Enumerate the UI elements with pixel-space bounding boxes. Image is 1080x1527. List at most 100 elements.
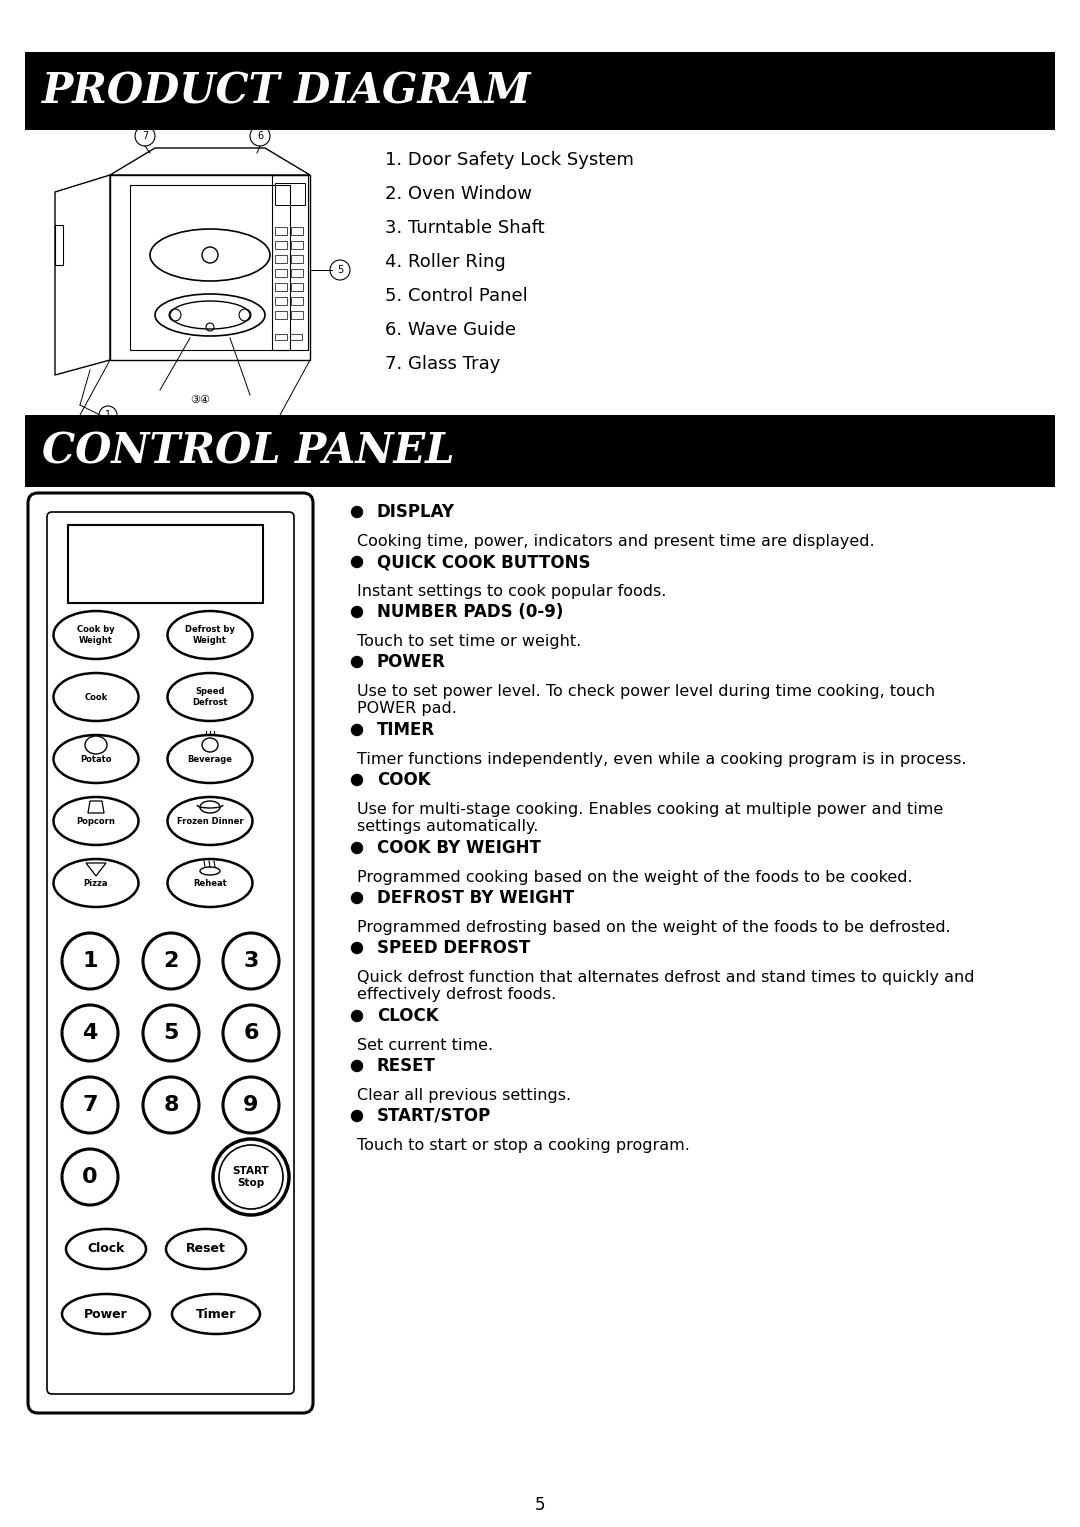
Circle shape	[351, 657, 363, 667]
Text: Popcorn: Popcorn	[77, 817, 116, 826]
Circle shape	[351, 942, 363, 953]
Bar	[272, 176, 308, 350]
Text: 8: 8	[163, 1095, 179, 1115]
Bar	[25, 52, 1055, 130]
Text: DISPLAY: DISPLAY	[377, 502, 455, 521]
Text: 5: 5	[163, 1023, 178, 1043]
Text: Clock: Clock	[87, 1243, 124, 1255]
Bar	[291, 282, 303, 292]
Ellipse shape	[66, 1229, 146, 1269]
Bar	[275, 282, 287, 292]
Text: Frozen Dinner: Frozen Dinner	[177, 817, 243, 826]
Text: 4. Roller Ring: 4. Roller Ring	[384, 253, 505, 270]
Bar	[291, 312, 303, 319]
Circle shape	[62, 1077, 118, 1133]
Text: SPEED DEFROST: SPEED DEFROST	[377, 939, 530, 957]
Text: 7: 7	[82, 1095, 98, 1115]
Bar	[275, 296, 287, 305]
Text: COOK: COOK	[377, 771, 431, 789]
Text: Touch to start or stop a cooking program.: Touch to start or stop a cooking program…	[357, 1138, 690, 1153]
Text: 4: 4	[82, 1023, 97, 1043]
Bar	[291, 296, 303, 305]
Circle shape	[351, 507, 363, 518]
Ellipse shape	[54, 673, 138, 721]
Text: 3: 3	[243, 951, 259, 971]
Text: Potato: Potato	[80, 754, 111, 764]
Text: Stop: Stop	[238, 1177, 265, 1188]
Ellipse shape	[167, 673, 253, 721]
Circle shape	[351, 1060, 363, 1072]
Bar	[275, 255, 287, 263]
Circle shape	[222, 1005, 279, 1061]
Ellipse shape	[167, 797, 253, 844]
Text: 3. Turntable Shaft: 3. Turntable Shaft	[384, 218, 544, 237]
Circle shape	[351, 724, 363, 736]
Text: POWER: POWER	[377, 654, 446, 670]
Text: TIMER: TIMER	[377, 721, 435, 739]
Ellipse shape	[172, 1293, 260, 1335]
Text: Power: Power	[84, 1307, 127, 1321]
Text: Cook: Cook	[84, 693, 108, 701]
Bar	[275, 334, 287, 341]
Bar	[55, 224, 63, 266]
Text: Cooking time, power, indicators and present time are displayed.: Cooking time, power, indicators and pres…	[357, 534, 875, 550]
Text: 2: 2	[163, 951, 178, 971]
Ellipse shape	[167, 611, 253, 660]
Circle shape	[143, 1005, 199, 1061]
Circle shape	[351, 606, 363, 617]
Text: Touch to set time or weight.: Touch to set time or weight.	[357, 634, 581, 649]
Text: DEFROST BY WEIGHT: DEFROST BY WEIGHT	[377, 889, 575, 907]
Text: 7: 7	[141, 131, 148, 140]
Text: 6: 6	[257, 131, 264, 140]
Text: Instant settings to cook popular foods.: Instant settings to cook popular foods.	[357, 583, 666, 599]
Text: 7. Glass Tray: 7. Glass Tray	[384, 354, 500, 373]
Text: Quick defrost function that alternates defrost and stand times to quickly and
ef: Quick defrost function that alternates d…	[357, 970, 974, 1002]
Bar	[291, 255, 303, 263]
Circle shape	[62, 1148, 118, 1205]
Text: Pizza: Pizza	[84, 878, 108, 887]
Ellipse shape	[85, 736, 107, 754]
Circle shape	[351, 843, 363, 854]
Text: Beverage: Beverage	[188, 754, 232, 764]
Text: CONTROL PANEL: CONTROL PANEL	[42, 431, 455, 472]
Bar	[275, 228, 287, 235]
Ellipse shape	[167, 734, 253, 783]
Text: CLOCK: CLOCK	[377, 1006, 438, 1025]
Circle shape	[351, 1011, 363, 1022]
Text: START: START	[232, 1167, 269, 1176]
Text: RESET: RESET	[377, 1057, 436, 1075]
Text: ③④: ③④	[190, 395, 210, 405]
Circle shape	[143, 933, 199, 989]
Ellipse shape	[167, 860, 253, 907]
Text: Cook by
Weight: Cook by Weight	[77, 625, 114, 644]
Bar	[291, 228, 303, 235]
Circle shape	[213, 1139, 289, 1215]
Ellipse shape	[62, 1293, 150, 1335]
Text: NUMBER PADS (0-9): NUMBER PADS (0-9)	[377, 603, 564, 621]
Circle shape	[62, 1005, 118, 1061]
Text: Programmed cooking based on the weight of the foods to be cooked.: Programmed cooking based on the weight o…	[357, 870, 913, 886]
Text: 0: 0	[82, 1167, 98, 1186]
Text: Speed
Defrost: Speed Defrost	[192, 687, 228, 707]
Text: Timer: Timer	[195, 1307, 237, 1321]
Text: Reheat: Reheat	[193, 878, 227, 887]
Bar	[291, 241, 303, 249]
Text: 5: 5	[535, 1496, 545, 1513]
Bar	[275, 269, 287, 276]
Ellipse shape	[54, 860, 138, 907]
Circle shape	[143, 1077, 199, 1133]
Circle shape	[351, 892, 363, 904]
Circle shape	[351, 774, 363, 785]
Text: 5: 5	[337, 266, 343, 275]
Ellipse shape	[166, 1229, 246, 1269]
Text: Defrost by
Weight: Defrost by Weight	[185, 625, 235, 644]
Text: 2. Oven Window: 2. Oven Window	[384, 185, 532, 203]
Text: 1: 1	[105, 411, 111, 420]
Ellipse shape	[54, 734, 138, 783]
Text: Use to set power level. To check power level during time cooking, touch
POWER pa: Use to set power level. To check power l…	[357, 684, 935, 716]
Text: 9: 9	[243, 1095, 259, 1115]
Bar	[275, 241, 287, 249]
Text: 6. Wave Guide: 6. Wave Guide	[384, 321, 516, 339]
FancyBboxPatch shape	[28, 493, 313, 1412]
Text: PRODUCT DIAGRAM: PRODUCT DIAGRAM	[42, 70, 531, 111]
